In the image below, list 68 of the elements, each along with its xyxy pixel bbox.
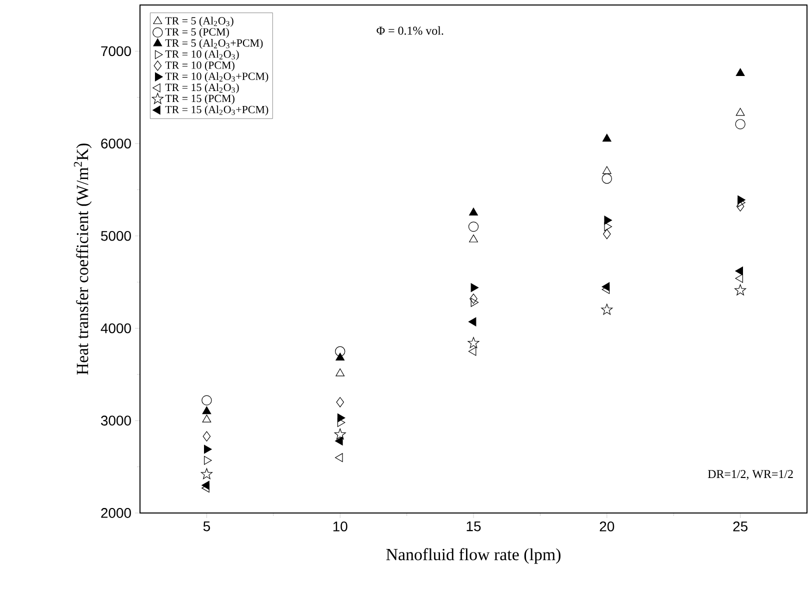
- point: [204, 456, 212, 465]
- point: [603, 228, 611, 240]
- point: [735, 119, 746, 130]
- x-tick-label: 5: [203, 522, 210, 532]
- legend-label: TR = 15 (Al$_{2}$O$_{3}$): [165, 83, 239, 94]
- point: [602, 134, 612, 142]
- point: [470, 283, 479, 292]
- y-tick-label: 6000: [101, 138, 131, 148]
- y-tick-label: 3000: [101, 416, 131, 426]
- point: [738, 195, 746, 204]
- point: [336, 368, 345, 376]
- point: [470, 294, 478, 304]
- point: [202, 395, 212, 406]
- legend-label: TR = 15 (PCM): [165, 94, 234, 104]
- point: [736, 108, 745, 116]
- x-axis-title: Nanofluid flow rate (lpm): [386, 548, 560, 564]
- point: [202, 480, 210, 490]
- annotation: Φ = 0.1% vol.: [376, 26, 444, 35]
- legend-label: TR = 10 (PCM): [165, 61, 234, 72]
- point: [602, 166, 612, 174]
- point: [202, 431, 211, 442]
- point: [202, 484, 210, 493]
- legend-label: TR = 10 (Al$_{2}$O$_{3}$+PCM): [165, 72, 268, 82]
- legend-label: TR = 5 (PCM): [165, 28, 229, 38]
- point: [202, 414, 212, 422]
- y-tick-label: 2000: [101, 508, 131, 518]
- point: [468, 222, 479, 232]
- point: [336, 352, 345, 361]
- y-tick-label: 7000: [101, 46, 131, 56]
- point: [200, 468, 212, 480]
- legend-label: TR = 10 (Al$_{2}$O$_{3}$): [165, 50, 239, 60]
- point: [469, 208, 478, 216]
- point: [468, 317, 476, 326]
- point: [602, 282, 610, 292]
- point: [602, 285, 610, 294]
- point: [735, 266, 743, 276]
- legend-label: TR = 5 (Al$_{2}$O$_{3}$+PCM): [165, 38, 263, 49]
- annotation: DR=1/2, WR=1/2: [708, 470, 793, 480]
- point: [736, 68, 745, 76]
- point: [734, 284, 746, 296]
- x-tick-label: 20: [600, 521, 614, 532]
- y-tick-label: 4000: [100, 323, 131, 334]
- point: [736, 201, 744, 212]
- point: [604, 222, 612, 232]
- point: [337, 418, 346, 427]
- x-tick-label: 15: [466, 522, 481, 532]
- point: [335, 346, 346, 356]
- point: [337, 413, 346, 422]
- point: [468, 337, 480, 348]
- point: [602, 174, 612, 184]
- y-axis-title: Heat transfer coefficient (W/m$^{2}$K): [74, 144, 92, 375]
- point: [601, 304, 613, 315]
- x-tick-label: 10: [333, 521, 348, 532]
- point: [334, 428, 346, 440]
- legend-label: TR = 15 (Al$_{2}$O$_{3}$+PCM): [165, 106, 268, 116]
- point: [335, 453, 343, 462]
- point: [604, 216, 612, 225]
- y-tick-label: 5000: [101, 230, 131, 241]
- legend-label: TR = 5 (Al$_{2}$O$_{3}$): [165, 16, 234, 27]
- point: [735, 274, 743, 283]
- x-tick-label: 25: [733, 521, 748, 532]
- point: [336, 397, 344, 408]
- point: [335, 436, 343, 446]
- point: [468, 346, 476, 356]
- point: [202, 406, 212, 414]
- point: [470, 298, 479, 307]
- point: [204, 444, 212, 454]
- point: [469, 234, 478, 242]
